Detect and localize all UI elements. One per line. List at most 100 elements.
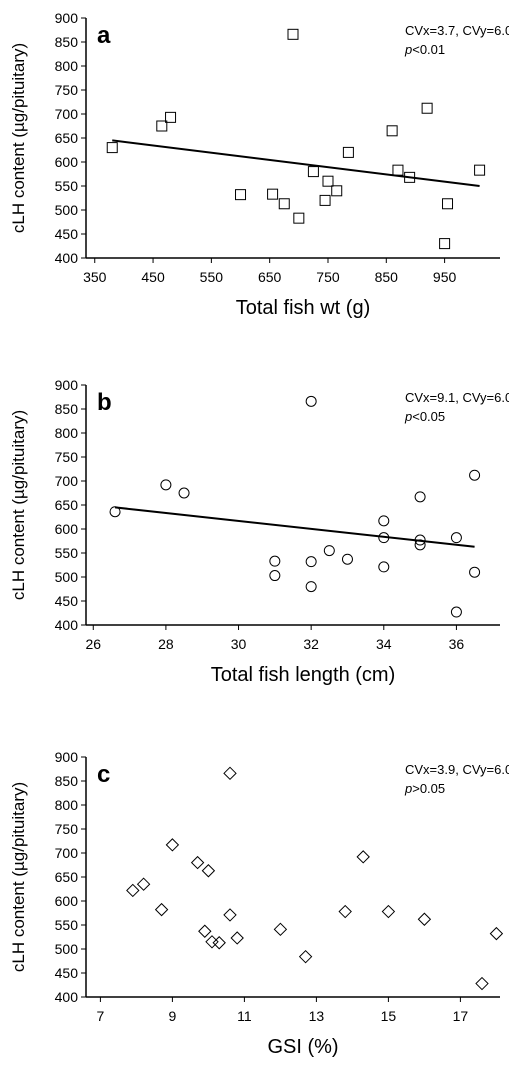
stat-symbol: p (404, 409, 412, 424)
point (319, 194, 331, 206)
y-tick-label: 800 (55, 58, 79, 74)
point (198, 924, 212, 938)
point (293, 212, 305, 224)
x-tick-label: 750 (316, 269, 340, 285)
note: CVx=3.9, CVy=6.0 (405, 762, 509, 777)
point (230, 931, 244, 945)
y-axis-title: cLH content (µg/pituitary) (9, 410, 28, 600)
point (378, 561, 390, 573)
y-tick-label: 600 (55, 154, 79, 170)
point (269, 570, 281, 582)
x-tick-label: 36 (449, 636, 465, 652)
x-tick-label: 11 (237, 1008, 252, 1024)
point (378, 515, 390, 527)
point (489, 926, 504, 941)
x-tick-label: 34 (376, 636, 392, 652)
y-tick-label: 650 (55, 497, 79, 513)
y-tick-label: 800 (55, 425, 79, 441)
x-tick-label: 9 (169, 1008, 177, 1024)
x-tick-label: 350 (83, 269, 107, 285)
x-axis-title: GSI (%) (267, 1036, 338, 1058)
stat-value: <0.01 (412, 42, 445, 57)
y-axis-title: cLH content (µg/pituitary) (9, 782, 28, 972)
x-tick-label: 550 (200, 269, 224, 285)
stat-value: <0.05 (412, 409, 445, 424)
point (109, 506, 121, 518)
x-tick-label: 950 (433, 269, 457, 285)
y-tick-label: 600 (55, 521, 79, 537)
point (469, 469, 481, 481)
y-tick-label: 700 (55, 473, 79, 489)
y-tick-label: 550 (55, 917, 79, 933)
point (450, 606, 462, 618)
y-tick-label: 900 (55, 749, 79, 765)
point (392, 164, 404, 176)
point (287, 28, 299, 40)
point (323, 545, 335, 557)
y-tick-label: 500 (55, 941, 79, 957)
point (475, 976, 489, 991)
y-tick-label: 600 (55, 893, 79, 909)
y-tick-label: 800 (55, 797, 79, 813)
point (235, 189, 247, 201)
point (450, 532, 462, 544)
fit-line (114, 506, 475, 548)
x-tick-label: 850 (375, 269, 399, 285)
point (273, 922, 288, 937)
stat-note: p>0.05 (404, 781, 445, 796)
stat-note: p<0.01 (404, 42, 445, 57)
y-axis-title: cLH content (µg/pituitary) (9, 43, 28, 233)
x-tick-label: 7 (97, 1008, 105, 1024)
y-tick-label: 400 (55, 989, 79, 1005)
note: CVx=3.7, CVy=6.0 (405, 23, 509, 38)
point (267, 188, 279, 200)
y-tick-label: 850 (55, 34, 79, 50)
x-axis-title: Total fish length (cm) (211, 664, 396, 686)
point (414, 491, 426, 503)
y-tick-label: 500 (55, 569, 79, 585)
stat-symbol: p (404, 42, 412, 57)
point (223, 908, 237, 922)
point (469, 566, 481, 578)
point (341, 553, 353, 565)
x-tick-label: 17 (453, 1008, 469, 1024)
point (338, 904, 352, 919)
y-tick-label: 900 (55, 10, 79, 26)
point (165, 111, 177, 123)
point (154, 902, 169, 917)
fit-line (112, 139, 480, 187)
x-tick-label: 28 (158, 636, 174, 652)
point (305, 395, 317, 407)
point (442, 198, 454, 210)
point (322, 175, 334, 187)
y-tick-label: 650 (55, 130, 79, 146)
point (269, 555, 281, 567)
point (421, 102, 433, 114)
x-tick-label: 13 (309, 1008, 325, 1024)
y-tick-label: 850 (55, 401, 79, 417)
point (126, 883, 140, 898)
y-tick-label: 450 (55, 226, 79, 242)
y-tick-label: 850 (55, 773, 79, 789)
point (201, 864, 216, 878)
panel-letter: c (97, 761, 110, 788)
point (342, 146, 354, 158)
point (439, 238, 451, 250)
point (136, 877, 151, 891)
point (417, 912, 432, 926)
x-tick-label: 15 (381, 1008, 397, 1024)
point (381, 904, 396, 919)
point (298, 949, 313, 964)
x-tick-label: 32 (303, 636, 319, 652)
point (178, 487, 190, 499)
y-tick-label: 650 (55, 869, 79, 885)
y-tick-label: 550 (55, 545, 79, 561)
point (106, 142, 118, 154)
panel-letter: b (97, 389, 112, 416)
stat-value: >0.05 (412, 781, 445, 796)
x-tick-label: 450 (141, 269, 165, 285)
point (305, 581, 317, 593)
y-tick-label: 550 (55, 178, 79, 194)
note: CVx=9.1, CVy=6.0 (405, 390, 509, 405)
